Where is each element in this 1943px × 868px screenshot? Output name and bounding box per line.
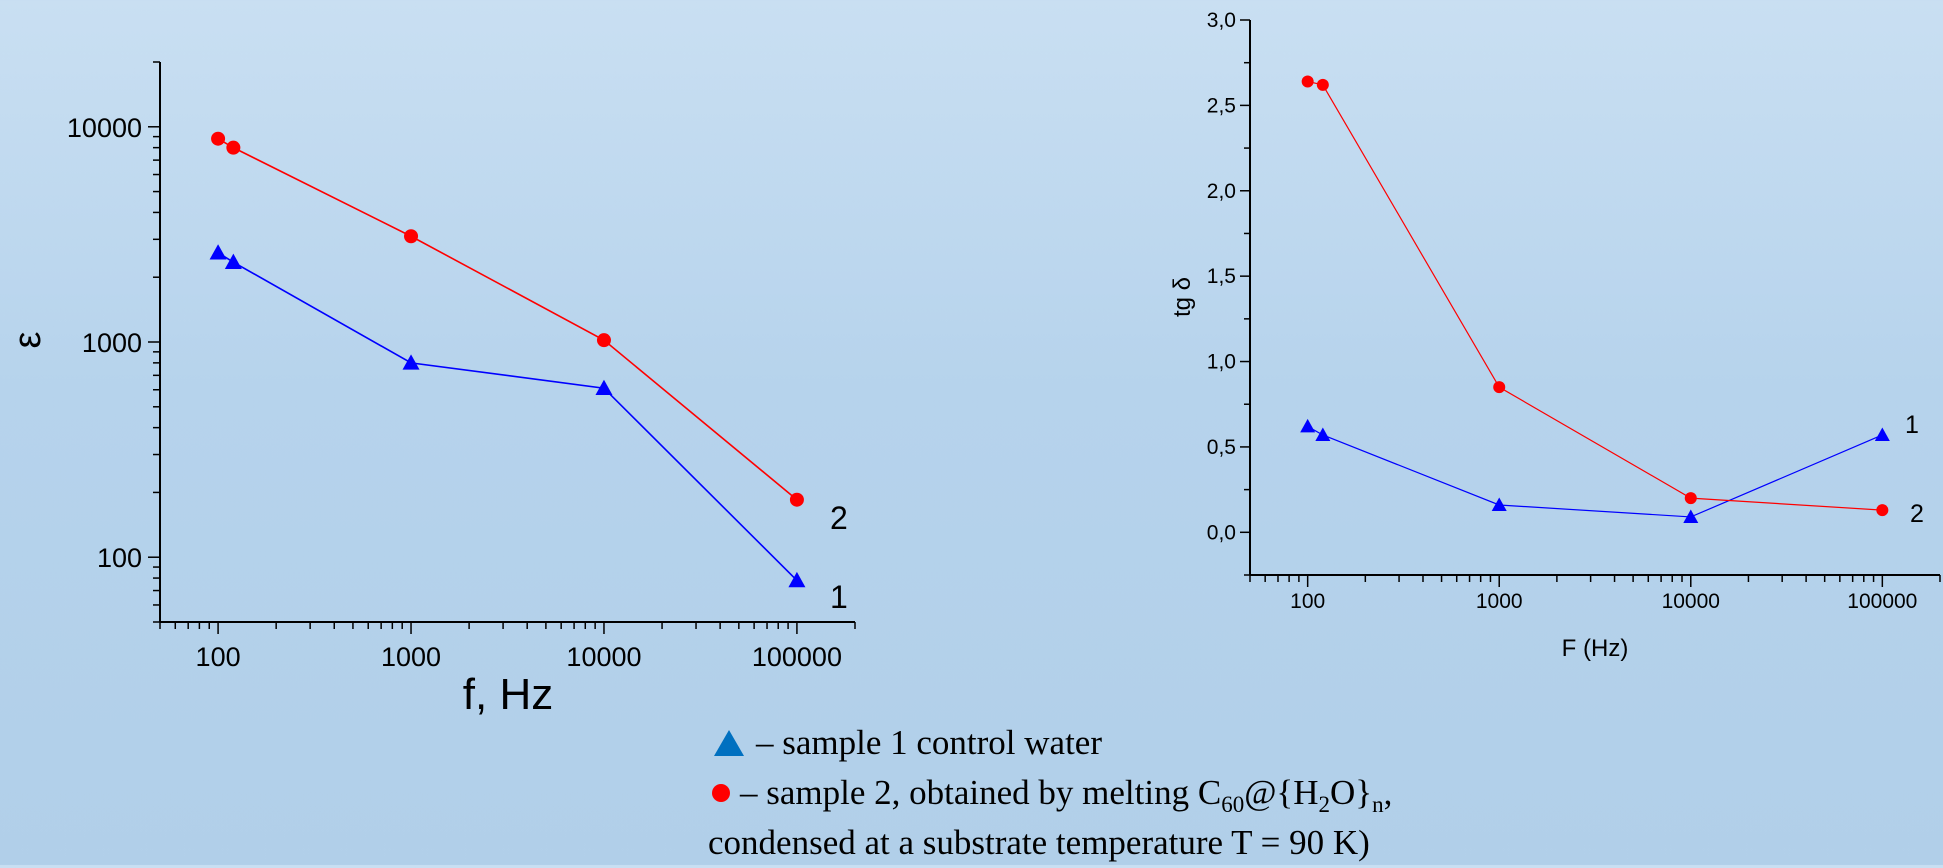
y-tick-label: 2,0	[1207, 180, 1236, 203]
left-chart-curve-label-2: 2	[830, 500, 848, 536]
left-chart-ticks: 100 1000 10000 100000 100 1000 10000	[67, 61, 856, 672]
series-1-point	[788, 571, 806, 588]
legend-sample-2-mid2: O}	[1330, 773, 1373, 812]
series-2-line	[1307, 80, 1883, 511]
series-1-point	[1683, 509, 1699, 523]
y-tick-label: 1000	[82, 328, 142, 358]
legend-sample-2-suffix: ,	[1383, 773, 1393, 812]
right-chart-x-axis-title: F (Hz)	[1562, 635, 1629, 662]
legend-sample-2-sub-60: 60	[1221, 792, 1245, 817]
x-tick-label: 10000	[1662, 590, 1720, 613]
y-tick-label: 1,0	[1207, 351, 1236, 374]
legend-row-condensed: condensed at a substrate temperature T =…	[708, 818, 1608, 868]
series-1-point	[224, 253, 242, 269]
legend-sample-2-prefix: – sample 2, obtained by melting C	[740, 773, 1222, 812]
right-chart-curve-label-1: 1	[1905, 411, 1919, 439]
legend-sample-2-mid: @{H	[1244, 773, 1319, 812]
series-1-line	[217, 252, 798, 582]
series-1-point	[1315, 427, 1331, 441]
series-1-point	[1491, 497, 1507, 511]
left-chart-x-axis-title: f, Hz	[463, 670, 553, 719]
series-2-point	[1684, 492, 1697, 505]
x-tick-label: 100000	[1847, 590, 1917, 613]
y-tick-label: 0,0	[1207, 521, 1236, 544]
legend-row-sample-1: – sample 1 control water	[708, 718, 1608, 768]
series-1-point	[402, 354, 420, 370]
series-2-point	[1301, 75, 1314, 88]
x-tick-label: 1000	[381, 642, 441, 672]
x-tick-label: 100000	[752, 642, 842, 672]
y-tick-label: 2,5	[1207, 94, 1236, 117]
series-2-point	[1316, 78, 1329, 91]
right-chart-ticks: 100 1000 10000 100000 0,0 0,5 1,0 1,5 2,0 2,5 3,0	[1207, 9, 1941, 613]
series-1-point	[595, 379, 613, 396]
series-2-point	[789, 492, 804, 507]
series-2-line	[217, 138, 798, 501]
series-1-point	[1874, 427, 1890, 441]
left-chart-curve-label-1: 1	[830, 579, 848, 615]
x-tick-label: 1000	[1476, 590, 1523, 613]
left-chart-y-axis-title: ε	[7, 331, 49, 348]
legend-sample-2-sub-n: n	[1372, 792, 1384, 817]
series-2-point	[1493, 381, 1506, 394]
x-tick-label: 10000	[566, 642, 641, 672]
right-chart-series	[1300, 75, 1890, 523]
tan-delta-chart: 100 1000 10000 1000000,00,51,01,52,02,53,0 …	[1169, 9, 1941, 662]
legend-row-sample-2: – sample 2, obtained by melting C60@{H2O…	[708, 768, 1608, 818]
series-2-point	[1876, 504, 1889, 517]
series-2-point	[211, 131, 226, 146]
series-2-point	[404, 229, 419, 244]
series-1-line	[1307, 425, 1883, 518]
legend-sample-1-text: – sample 1 control water	[756, 723, 1103, 762]
series-1-point	[1300, 418, 1316, 433]
legend: – sample 1 control water – sample 2, obt…	[708, 718, 1608, 868]
series-1-point	[209, 244, 227, 260]
left-chart-series	[209, 131, 806, 588]
series-2-point	[226, 140, 241, 155]
y-tick-label: 100	[97, 543, 142, 573]
x-tick-label: 100	[196, 642, 241, 672]
series-2-point	[596, 333, 611, 348]
epsilon-chart: 100 1000 10000 100000 100 1000 10000 f, Hz ε 2…	[7, 61, 856, 719]
y-tick-label: 1,5	[1207, 265, 1236, 288]
red-dot-icon	[712, 784, 730, 802]
y-tick-label: 3,0	[1207, 9, 1236, 32]
right-chart-y-axis-title: tg δ	[1169, 277, 1196, 317]
right-chart-curve-label-2: 2	[1910, 500, 1924, 528]
legend-condensed-text: condensed at a substrate temperature T =…	[708, 823, 1370, 862]
y-tick-label: 10000	[67, 113, 142, 143]
x-tick-label: 100	[1290, 590, 1325, 613]
y-tick-label: 0,5	[1207, 436, 1236, 459]
legend-sample-2-sub-2: 2	[1318, 792, 1331, 817]
blue-triangle-icon	[714, 730, 744, 756]
